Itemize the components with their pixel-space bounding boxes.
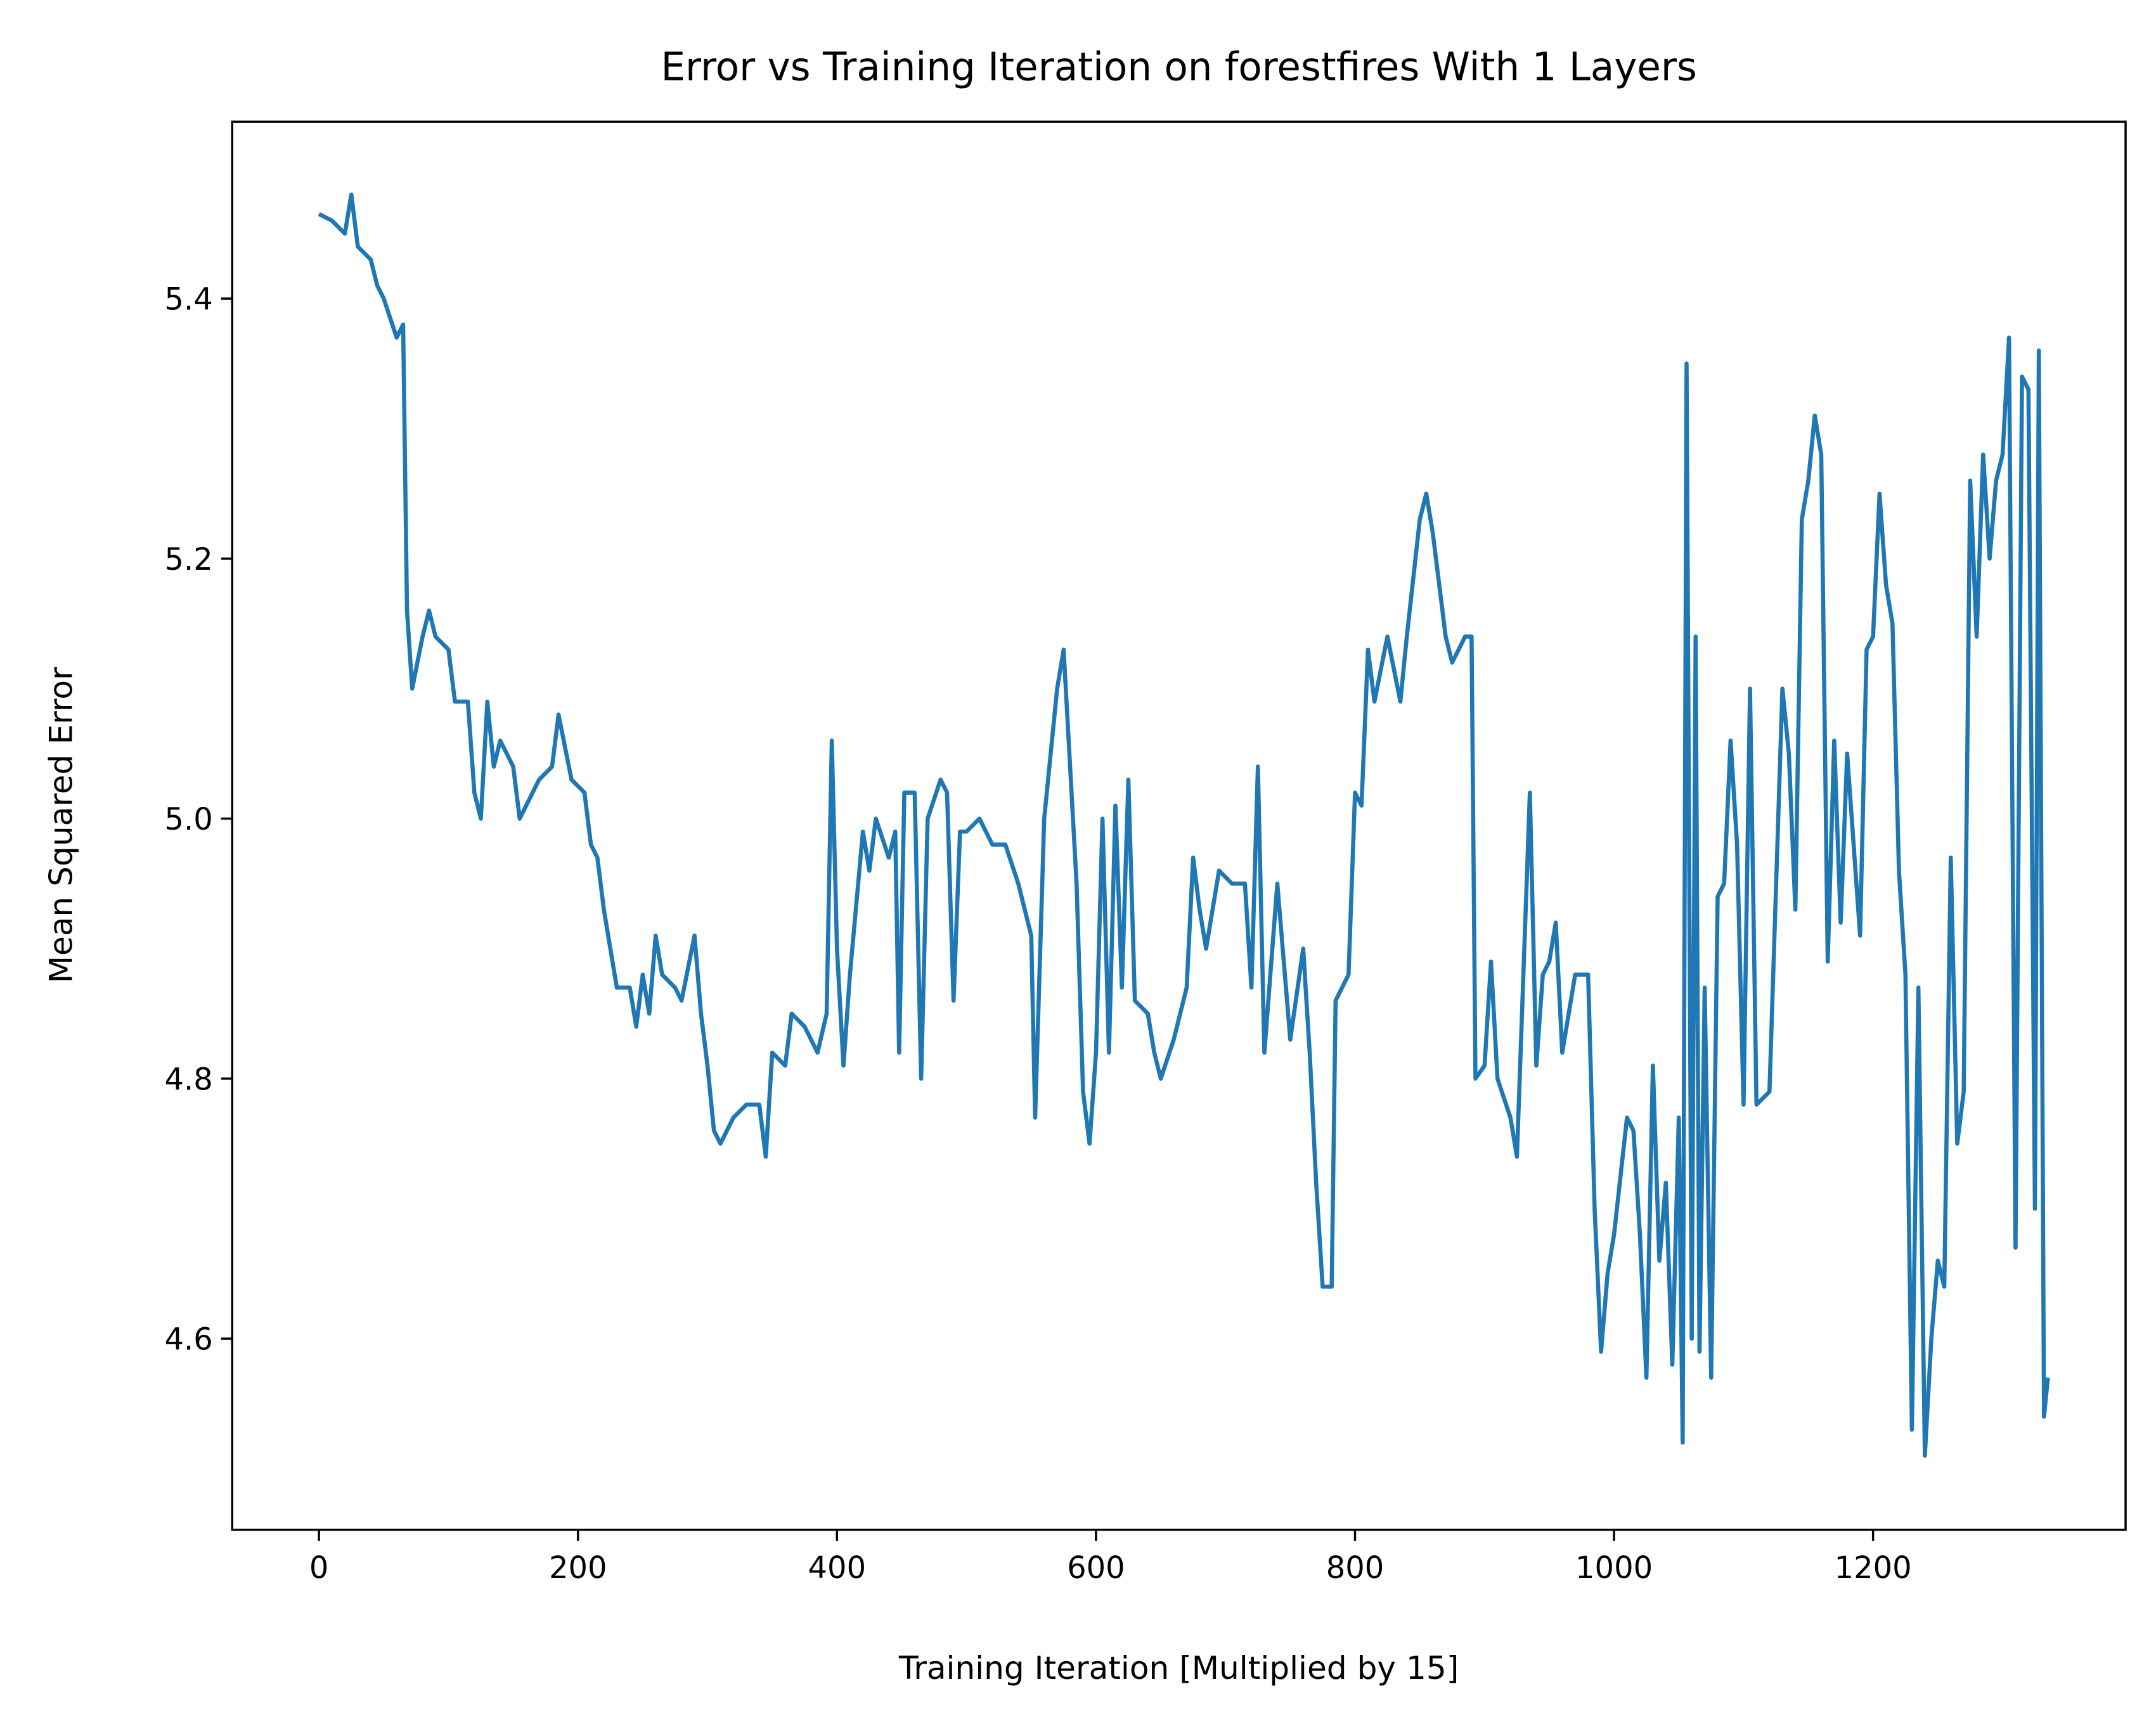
y-axis-label: Mean Squared Error [42, 667, 79, 983]
x-axis-label: Training Iteration [Multiplied by 15] [898, 1649, 1459, 1687]
x-tick-label: 200 [549, 1550, 607, 1586]
y-tick-label: 5.2 [164, 542, 212, 577]
x-tick-label: 0 [309, 1550, 329, 1586]
x-tick-label: 1000 [1575, 1550, 1653, 1586]
data-line [318, 192, 2050, 1458]
y-tick-label: 4.6 [164, 1322, 212, 1358]
x-tick-label: 600 [1067, 1550, 1125, 1586]
plot-frame [231, 120, 2127, 1531]
x-tick-label: 800 [1326, 1550, 1385, 1586]
x-tick-label: 1200 [1835, 1550, 1912, 1586]
y-tick-label: 5.0 [164, 802, 212, 837]
x-tick-label: 400 [808, 1550, 867, 1586]
y-tick-label: 4.8 [164, 1062, 212, 1097]
chart-title: Error vs Training Iteration on forestfir… [661, 45, 1696, 90]
y-tick-label: 5.4 [164, 282, 212, 318]
